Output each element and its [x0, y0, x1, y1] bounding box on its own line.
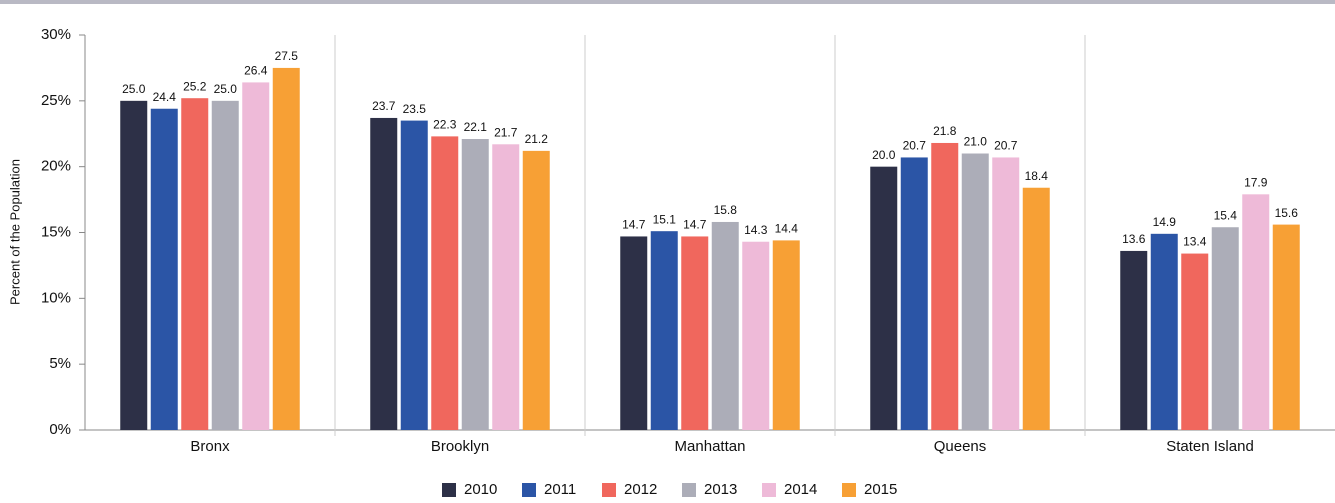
legend-label: 2014	[784, 481, 817, 498]
y-tick-label: 30%	[41, 26, 71, 43]
legend-label: 2012	[624, 481, 657, 498]
legend-swatch	[842, 483, 856, 497]
bar	[1022, 187, 1050, 430]
bar	[370, 117, 398, 430]
y-tick-label: 25%	[41, 92, 71, 109]
bar	[961, 153, 989, 430]
value-label: 14.3	[744, 223, 768, 237]
value-label: 25.2	[183, 79, 207, 93]
bar	[461, 139, 489, 430]
value-label: 27.5	[275, 49, 299, 63]
bar	[150, 108, 178, 430]
bar	[431, 136, 459, 430]
value-label: 14.7	[622, 218, 646, 232]
value-label: 14.9	[1153, 215, 1177, 229]
bar	[272, 67, 300, 431]
value-label: 23.5	[403, 102, 427, 116]
value-label: 15.8	[714, 203, 738, 217]
bar	[931, 142, 959, 430]
y-tick-label: 0%	[49, 421, 71, 438]
value-label: 24.4	[153, 90, 177, 104]
bar	[522, 150, 550, 430]
y-tick-label: 15%	[41, 223, 71, 240]
bar	[211, 100, 239, 430]
bar	[900, 157, 928, 430]
value-label: 25.0	[122, 82, 146, 96]
value-label: 21.7	[494, 125, 518, 139]
value-label: 15.1	[653, 212, 677, 226]
x-tick-label: Queens	[934, 438, 987, 455]
value-label: 21.8	[933, 124, 957, 138]
value-label: 20.0	[872, 148, 896, 162]
value-label: 17.9	[1244, 175, 1268, 189]
y-axis-label: Percent of the Population	[7, 159, 22, 305]
value-label: 21.2	[525, 132, 549, 146]
bar	[681, 236, 709, 430]
value-label: 26.4	[244, 64, 268, 78]
x-tick-label: Staten Island	[1166, 438, 1254, 455]
legend-label: 2011	[544, 481, 576, 498]
bar	[620, 236, 648, 430]
bar	[870, 166, 898, 430]
value-label: 21.0	[964, 135, 988, 149]
y-tick-label: 20%	[41, 158, 71, 175]
bar	[400, 120, 428, 430]
value-label: 14.7	[683, 218, 707, 232]
bar	[120, 100, 148, 430]
value-label: 18.4	[1025, 169, 1049, 183]
x-tick-label: Manhattan	[675, 438, 746, 455]
bar	[1211, 227, 1239, 430]
legend-swatch	[522, 483, 536, 497]
bar	[772, 240, 800, 430]
x-tick-label: Bronx	[190, 438, 230, 455]
x-tick-label: Brooklyn	[431, 438, 489, 455]
value-label: 13.6	[1122, 232, 1146, 246]
y-tick-label: 5%	[49, 355, 71, 372]
value-label: 20.7	[994, 139, 1018, 153]
bar	[1181, 253, 1209, 430]
bar	[181, 98, 209, 430]
bar	[992, 157, 1020, 430]
bar	[650, 231, 678, 430]
legend-swatch	[762, 483, 776, 497]
value-label: 14.4	[775, 222, 799, 236]
legend-label: 2013	[704, 481, 737, 498]
legend-swatch	[442, 483, 456, 497]
value-label: 22.3	[433, 118, 457, 132]
bar	[1150, 233, 1178, 430]
legend-swatch	[682, 483, 696, 497]
legend-label: 2010	[464, 481, 497, 498]
legend-label: 2015	[864, 481, 897, 498]
value-label: 23.7	[372, 99, 396, 113]
bar	[1242, 194, 1270, 430]
bar	[492, 144, 520, 431]
legend-swatch	[602, 483, 616, 497]
top-rule	[0, 0, 1335, 4]
bar	[1120, 250, 1148, 430]
value-label: 15.4	[1214, 208, 1238, 222]
bar	[242, 82, 270, 431]
value-label: 20.7	[903, 139, 927, 153]
y-tick-label: 10%	[41, 289, 71, 306]
value-label: 13.4	[1183, 235, 1207, 249]
bar	[1272, 224, 1300, 430]
value-label: 15.6	[1275, 206, 1299, 220]
bar	[742, 241, 770, 430]
value-label: 25.0	[214, 82, 238, 96]
bar	[711, 221, 739, 430]
value-label: 22.1	[464, 120, 488, 134]
